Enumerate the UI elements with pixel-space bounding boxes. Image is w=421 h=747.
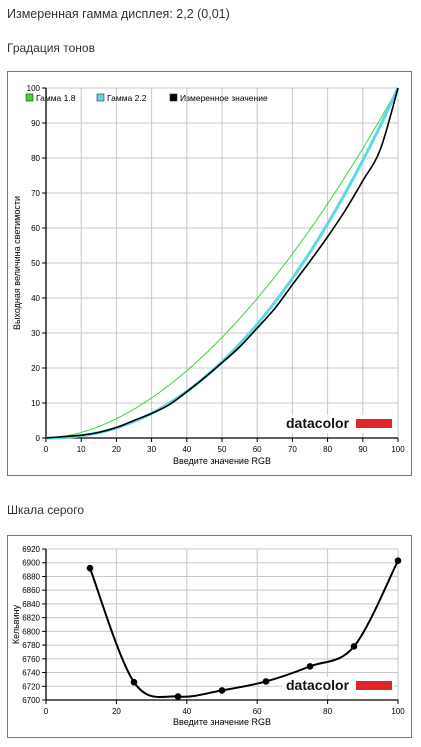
grayscale-data-point <box>306 663 314 670</box>
series-line-gamma-1-8 <box>45 87 399 439</box>
datacolor-logo-bar <box>356 419 392 428</box>
x-axis-label: Введите значение RGB <box>173 717 271 727</box>
y-tick-label: 10 <box>31 399 40 408</box>
x-axis-label: Введите значение RGB <box>173 456 271 466</box>
y-tick-label: 6700 <box>22 696 40 705</box>
series-line-measured <box>45 87 399 439</box>
x-tick-label: 60 <box>253 445 262 454</box>
y-tick-label: 6760 <box>22 655 40 664</box>
y-tick-label: 70 <box>31 189 40 198</box>
grayscale-series-line <box>89 560 399 699</box>
measured-gamma-text: Измеренная гамма дисплея: 2,2 (0,01) <box>7 7 230 21</box>
y-tick-label: 6920 <box>22 545 40 554</box>
y-axis-label: Кельвину <box>11 604 21 644</box>
y-tick-label: 6720 <box>22 682 40 691</box>
x-tick-label: 0 <box>44 445 49 454</box>
y-tick-label: 100 <box>27 84 41 93</box>
x-tick-label: 10 <box>77 445 86 454</box>
grayscale-data-point <box>218 687 226 694</box>
grayscale-data-point <box>86 564 94 572</box>
tone-chart-svg: 0 10 20 30 40 50 60 70 80 90 100 0 10 20 30 40 50 60 70 80 9… <box>12 84 405 466</box>
y-tick-label: 40 <box>31 294 40 303</box>
grayscale-chart-svg: 0 20 40 60 80 100 6700 6720 6740 6760 6780 6800 6820… <box>11 545 405 727</box>
y-axis-label: Выходная величина светимости <box>12 196 22 330</box>
legend-measured-label: Измеренное значение <box>180 93 268 103</box>
x-tick-label: 0 <box>44 707 49 716</box>
y-tick-label: 6840 <box>22 600 40 609</box>
y-tick-label: 60 <box>31 224 40 233</box>
legend-measured-swatch <box>169 93 178 102</box>
y-tick-label: 80 <box>31 154 40 163</box>
y-tick-label: 6800 <box>22 627 40 636</box>
y-tick-label: 6820 <box>22 614 40 623</box>
y-tick-label: 6860 <box>22 586 40 595</box>
x-tick-label: 40 <box>182 707 191 716</box>
y-tick-label: 6740 <box>22 669 40 678</box>
tone-gradation-heading: Градация тонов <box>7 41 95 55</box>
y-tick-label: 90 <box>31 119 40 128</box>
y-tick-label: 20 <box>31 364 40 373</box>
y-tick-label: 30 <box>31 329 40 338</box>
grayscale-chart: 0 20 40 60 80 100 6700 6720 6740 6760 6780 6800 6820… <box>7 535 412 738</box>
x-tick-label: 90 <box>358 445 367 454</box>
x-tick-label: 70 <box>288 445 297 454</box>
x-tick-label: 100 <box>391 707 405 716</box>
datacolor-logo-text: datacolor <box>286 677 350 693</box>
legend-gamma-1-8-swatch <box>25 93 34 102</box>
x-tick-label: 60 <box>253 707 262 716</box>
grayscale-data-point <box>130 678 138 686</box>
tone-gradation-chart: 0 10 20 30 40 50 60 70 80 90 100 0 10 20 30 40 50 60 70 80 9… <box>7 71 412 476</box>
y-tick-label: 6900 <box>22 559 40 568</box>
grayscale-data-point <box>174 693 182 700</box>
grayscale-heading: Шкала серого <box>7 503 85 517</box>
y-tick-label: 6880 <box>22 572 40 581</box>
y-tick-label: 6780 <box>22 641 40 650</box>
grayscale-data-point <box>394 557 402 564</box>
y-tick-label: 50 <box>31 259 40 268</box>
x-tick-label: 30 <box>147 445 156 454</box>
grayscale-data-point <box>350 643 358 650</box>
x-tick-label: 80 <box>323 707 332 716</box>
datacolor-logo-text: datacolor <box>286 415 350 431</box>
legend-gamma-2-2-label: Гамма 2.2 <box>107 93 147 103</box>
x-tick-label: 40 <box>182 445 191 454</box>
datacolor-logo-bar <box>356 681 392 690</box>
grayscale-data-point <box>262 678 270 685</box>
legend-gamma-1-8-label: Гамма 1.8 <box>36 93 76 103</box>
x-tick-label: 50 <box>218 445 227 454</box>
x-tick-label: 100 <box>391 445 405 454</box>
legend-gamma-2-2-swatch <box>96 93 105 102</box>
x-tick-label: 20 <box>112 445 121 454</box>
x-tick-label: 80 <box>323 445 332 454</box>
y-tick-label: 0 <box>36 434 41 443</box>
x-tick-label: 20 <box>112 707 121 716</box>
